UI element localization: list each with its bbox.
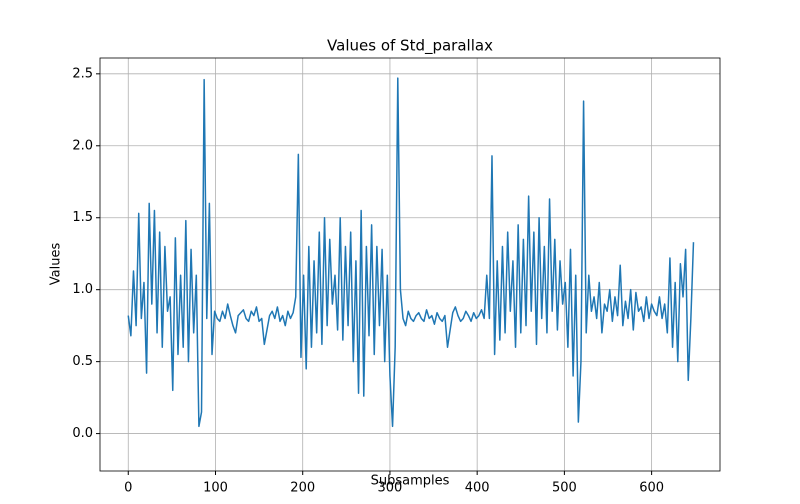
- x-tick-label: 400: [465, 481, 490, 496]
- x-tick-label: 300: [378, 481, 403, 496]
- x-axis-label: Subsamples: [371, 474, 450, 489]
- x-tick-label: 500: [552, 481, 577, 496]
- y-tick-label: 1.0: [72, 282, 93, 297]
- y-axis-label: Values: [49, 243, 64, 286]
- plot-frame: [99, 57, 721, 472]
- y-tick-label: 0.5: [72, 354, 93, 369]
- chart-title: Values of Std_parallax: [327, 37, 493, 56]
- x-tick-label: 200: [290, 481, 315, 496]
- x-tick-label: 0: [124, 481, 132, 496]
- x-tick-label: 100: [203, 481, 228, 496]
- x-tick-label: 600: [639, 481, 664, 496]
- data-line: [127, 77, 695, 428]
- y-tick-label: 2.0: [72, 138, 93, 153]
- y-tick-label: 2.5: [72, 66, 93, 81]
- y-tick-label: 1.5: [72, 210, 93, 225]
- y-tick-label: 0.0: [72, 426, 93, 441]
